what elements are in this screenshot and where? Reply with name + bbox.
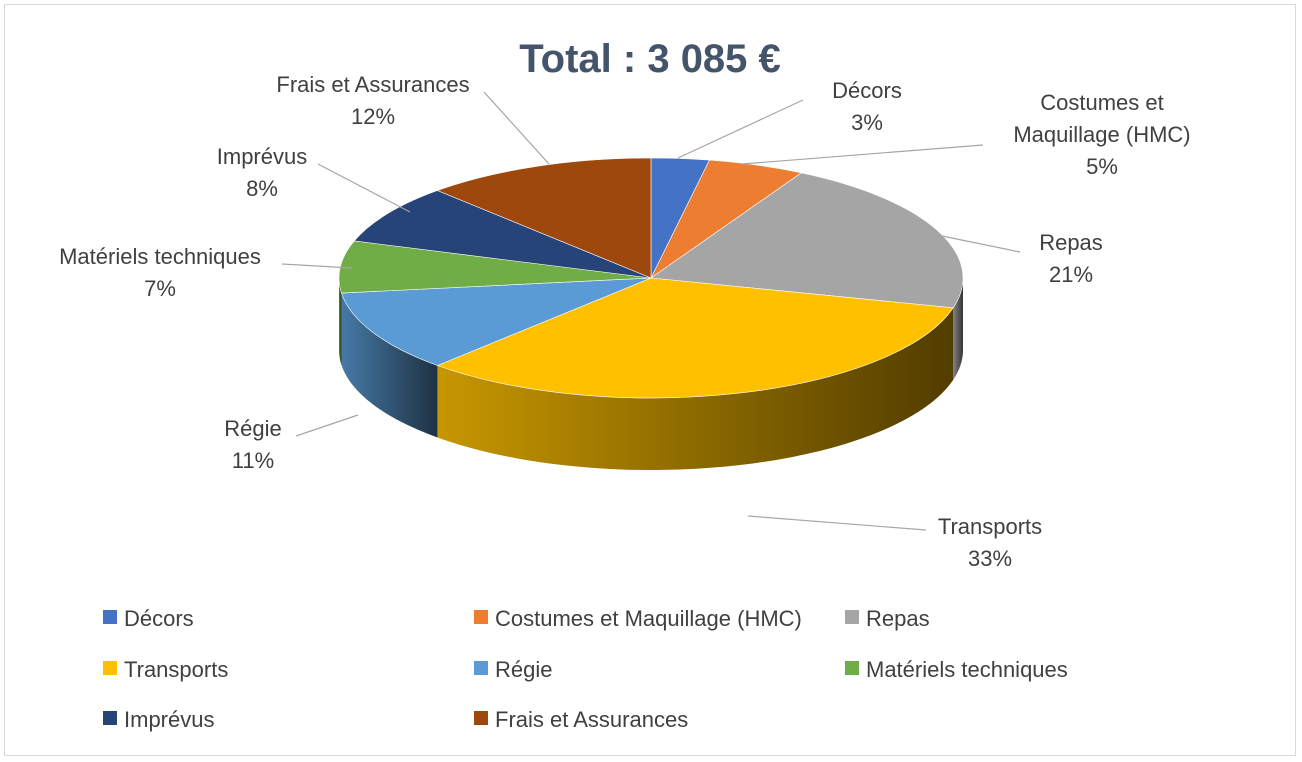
legend-label-7: Frais et Assurances (495, 707, 688, 732)
data-label-name-0: Décors (832, 78, 902, 103)
leader-line-4 (295, 414, 359, 437)
slice-5 (338, 240, 652, 294)
legend-swatch-0 (103, 610, 117, 624)
data-label-percent-7: 12% (351, 104, 395, 129)
leader-line-6 (317, 163, 411, 213)
slice-6 (353, 190, 652, 279)
leader-line-0 (677, 99, 804, 159)
legend: Décors Costumes et Maquillage (HMC) Repas T… (103, 606, 1068, 732)
data-label-name-5: Matériels techniques (59, 244, 261, 269)
data-label-percent-3: 33% (968, 546, 1012, 571)
data-label-percent-1: 5% (1086, 154, 1118, 179)
slice-7 (436, 157, 652, 279)
leader-line-7 (483, 91, 550, 165)
slice-side-2 (953, 278, 963, 380)
legend-swatch-5 (845, 661, 859, 675)
leader-line-3 (747, 515, 927, 531)
data-label-percent-6: 8% (246, 176, 278, 201)
legend-label-6: Imprévus (124, 707, 214, 732)
data-label-percent-4: 11% (232, 448, 274, 473)
data-label-name-6: Imprévus (217, 144, 307, 169)
legend-label-4: Régie (495, 657, 552, 682)
slice-side-3 (437, 307, 954, 471)
legend-label-5: Matériels techniques (866, 657, 1068, 682)
slice-side-4 (341, 293, 438, 438)
slice-4 (341, 277, 652, 366)
data-label-percent-0: 3% (851, 110, 883, 135)
legend-label-1: Costumes et Maquillage (HMC) (495, 606, 802, 631)
leader-line-2 (902, 227, 1021, 253)
data-labels: Décors 3% Costumes et Maquillage (HMC) 5% Rep… (59, 72, 1191, 571)
data-label-percent-5: 7% (144, 276, 176, 301)
legend-label-2: Repas (866, 606, 930, 631)
leader-line-5 (281, 263, 353, 269)
legend-swatch-3 (103, 661, 117, 675)
data-label-name-7: Frais et Assurances (276, 72, 469, 97)
leader-line-1 (741, 144, 984, 165)
data-label-name-2: Repas (1039, 230, 1103, 255)
legend-swatch-6 (103, 711, 117, 725)
data-label-name-4: Régie (224, 416, 281, 441)
slice-2 (650, 172, 964, 309)
slice-side-5 (339, 278, 342, 366)
chart-title: Total : 3 085 € (519, 37, 781, 81)
legend-swatch-7 (474, 711, 488, 725)
data-label-name-3: Transports (938, 514, 1042, 539)
pie-tops (338, 157, 964, 399)
data-label-name-1: Costumes et (1040, 90, 1164, 115)
legend-swatch-4 (474, 661, 488, 675)
legend-label-0: Décors (124, 606, 194, 631)
data-label-percent-2: 21% (1049, 262, 1093, 287)
legend-label-3: Transports (124, 657, 228, 682)
pie-sides (339, 278, 963, 471)
data-label-name-1: Maquillage (HMC) (1013, 122, 1190, 147)
legend-swatch-1 (474, 610, 488, 624)
legend-swatch-2 (845, 610, 859, 624)
slice-3 (436, 277, 954, 399)
leader-lines (281, 91, 1021, 531)
